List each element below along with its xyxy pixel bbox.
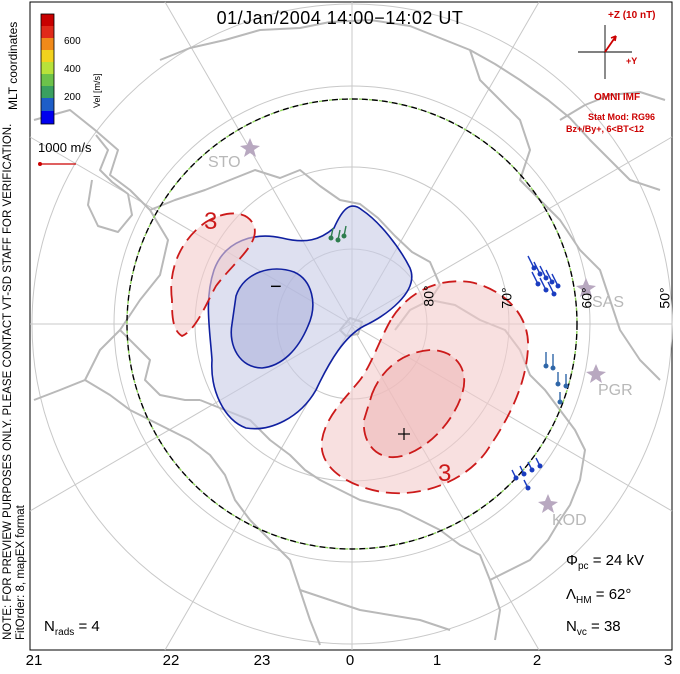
coastlines [33,19,666,646]
mlt-hour-2: 2 [532,652,542,669]
vector-group-kod [511,457,543,491]
imf-z-label: +Z (10 nT) [608,10,656,21]
mlt-hour-22: 22 [162,652,180,669]
negative-min-marker: − [270,276,282,298]
nvc-value: = 38 [586,618,621,635]
mlt-hour-23: 23 [253,652,271,669]
coast-bering [299,589,451,631]
heppner-maynard-boundary [126,98,578,550]
nvc-symbol: N [566,618,577,635]
nvc-subscript: vc [576,627,587,638]
station-label-sas: SAS [592,294,625,311]
imf-y-label: +Y [626,56,638,66]
positive-potential-cells [170,212,529,495]
station-label-sto: STO [208,154,241,171]
colorbar-label: Vel [m/s] [92,73,102,108]
coordinates-label: MLT coordinates [6,21,20,110]
colorbar-segment [41,111,54,124]
fit-order-line: FitOrder: 8, mapEX format [15,505,27,640]
positive-dusk-contour [170,212,256,338]
imf-vector-arrowhead [610,35,617,42]
coast-arctic-islands [559,91,666,121]
colorbar-segment [41,50,54,62]
vector-group-sas [527,255,561,297]
mlt-hour-21: 21 [25,652,43,669]
velocity-vectors [328,225,569,491]
station-label-pgr: PGR [598,382,633,399]
colorbar-segment [41,62,54,74]
stat-cross-polar-potential: Φpc = 24 kV [566,552,644,572]
station-marker-sto [240,138,260,157]
colorbar-tick-200: 200 [64,92,81,103]
coast-taymyr [119,329,200,401]
imf-source: OMNI IMF [594,92,641,103]
vector-scale [38,162,76,166]
preview-note-line1: NOTE: FOR PREVIEW PURPOSES ONLY. PLEASE … [2,123,14,640]
map-title: 01/Jan/2004 14:00−14:02 UT [216,8,464,28]
preview-note: NOTE: FOR PREVIEW PURPOSES ONLY. PLEASE … [2,124,28,640]
coast-north [159,19,661,191]
hm-boundary-green-dashes [126,98,578,550]
contour-value-dusk: 3 [204,208,218,235]
lambda-symbol: Λ [566,586,577,603]
station-marker-kod [538,494,558,513]
colorbar-segment [41,74,54,86]
velocity-colorbar [40,13,55,125]
lat-label-70: 70° [498,287,515,309]
contour-value-dawn: 3 [438,460,452,487]
mlt-hour-3: 3 [663,652,673,669]
station-markers [240,138,606,513]
station-label-kod: KOD [552,512,587,529]
phi-symbol: Φ [566,552,578,569]
lat-label-80: 80° [420,285,437,307]
colorbar-segment [41,14,54,26]
vector-scale-dot [38,162,42,166]
imf-model: Stat Mod: RG96 [588,112,656,122]
imf-dial [578,25,632,79]
nrads-symbol: N [44,618,55,635]
lambda-value: = 62° [591,586,632,603]
phi-value: = 24 kV [588,552,644,569]
colorbar-tick-600: 600 [64,36,81,47]
colorbar-segment [41,86,54,98]
vector-group-pgr [543,352,569,405]
imf-condition: Bz+/By+, 6<BT<12 [566,124,645,134]
phi-subscript: pc [577,561,589,572]
nrads-subscript: rads [54,627,75,638]
positive-inner-contour [363,349,466,459]
colorbar-segment [41,98,54,111]
lat-label-60: 60° [578,287,595,309]
lambda-subscript: HM [576,595,592,606]
station-marker-pgr [586,364,606,383]
vector-scale-label: 1000 m/s [38,140,92,155]
vector-group-sto [328,225,347,243]
colorbar-frame [40,13,55,125]
stat-vector-count: Nvc = 38 [566,618,621,638]
colorbar-tick-400: 400 [64,64,81,75]
coast-siberia-east [84,379,321,646]
coast-canada-east [469,49,661,381]
stat-radar-count: Nrads = 4 [44,618,100,638]
stat-hm-boundary: ΛHM = 62° [566,586,631,606]
coast-alaska [199,399,501,641]
mlt-hour-0: 0 [345,652,355,669]
colorbar-segment [41,26,54,38]
coast-siberia-west [33,109,169,401]
coast-scandinavia [87,134,133,233]
station-marker-sas [576,278,596,297]
negative-potential-cell [207,205,413,430]
nrads-value: = 4 [74,618,100,635]
imf-vector [604,35,617,53]
negative-inner-contour [230,268,314,369]
mlt-hour-1: 1 [432,652,442,669]
lat-label-50: 50° [656,287,673,309]
colorbar-segment [41,38,54,50]
